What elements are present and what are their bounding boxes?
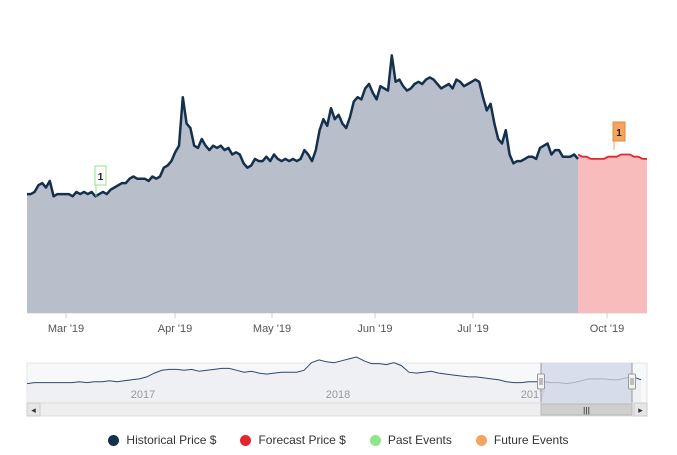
legend-marker-future-events xyxy=(475,434,487,446)
forecast-area xyxy=(578,154,647,313)
legend: Historical Price $ Forecast Price $ Past… xyxy=(0,431,677,449)
scroll-left-arrow-icon: ◂ xyxy=(31,405,36,415)
navigator-handle-right[interactable] xyxy=(628,373,636,390)
legend-label-historical: Historical Price $ xyxy=(126,433,217,447)
x-tick-label: Mar '19 xyxy=(48,323,84,335)
legend-label-forecast: Forecast Price $ xyxy=(258,433,346,447)
x-tick-label: May '19 xyxy=(253,323,291,335)
historical-price-line xyxy=(27,54,579,198)
navigator-selection[interactable] xyxy=(541,363,632,403)
legend-marker-historical xyxy=(108,434,120,446)
legend-item-future-events[interactable]: Future Events xyxy=(475,433,569,447)
legend-item-past-events[interactable]: Past Events xyxy=(369,433,452,447)
scroll-right-arrow-icon: ▸ xyxy=(638,405,643,415)
x-tick-label: Apr '19 xyxy=(158,323,193,335)
legend-marker-past-events xyxy=(369,434,381,446)
scrollbar-right-button[interactable] xyxy=(633,402,648,417)
past-event-label: 1 xyxy=(98,172,104,183)
navigator-year-label: 2017 xyxy=(131,389,155,401)
navigator-handle-left[interactable] xyxy=(537,373,545,390)
scrollbar-grip-icon: ||| xyxy=(583,406,590,415)
legend-marker-forecast xyxy=(240,434,252,446)
scrollbar-left-button[interactable] xyxy=(26,402,41,417)
scrollbar-thumb[interactable] xyxy=(540,403,633,416)
future-event-flag[interactable] xyxy=(612,121,626,142)
x-tick-label: Jul '19 xyxy=(457,323,488,335)
legend-item-forecast[interactable]: Forecast Price $ xyxy=(240,433,346,447)
legend-label-future-events: Future Events xyxy=(493,433,569,447)
navigator-area xyxy=(27,357,641,403)
forecast-price-line xyxy=(577,153,647,160)
x-tick-label: Oct '19 xyxy=(590,323,625,335)
navigator-year-label: 2017 xyxy=(521,389,545,401)
historical-area xyxy=(27,55,578,314)
x-tick-label: Jun '19 xyxy=(357,323,392,335)
future-event-label: 1 xyxy=(616,128,622,139)
legend-label-past-events: Past Events xyxy=(387,433,452,447)
legend-item-historical[interactable]: Historical Price $ xyxy=(108,433,216,447)
navigator-year-label: 2018 xyxy=(326,389,350,401)
past-event-flag[interactable] xyxy=(94,165,107,186)
